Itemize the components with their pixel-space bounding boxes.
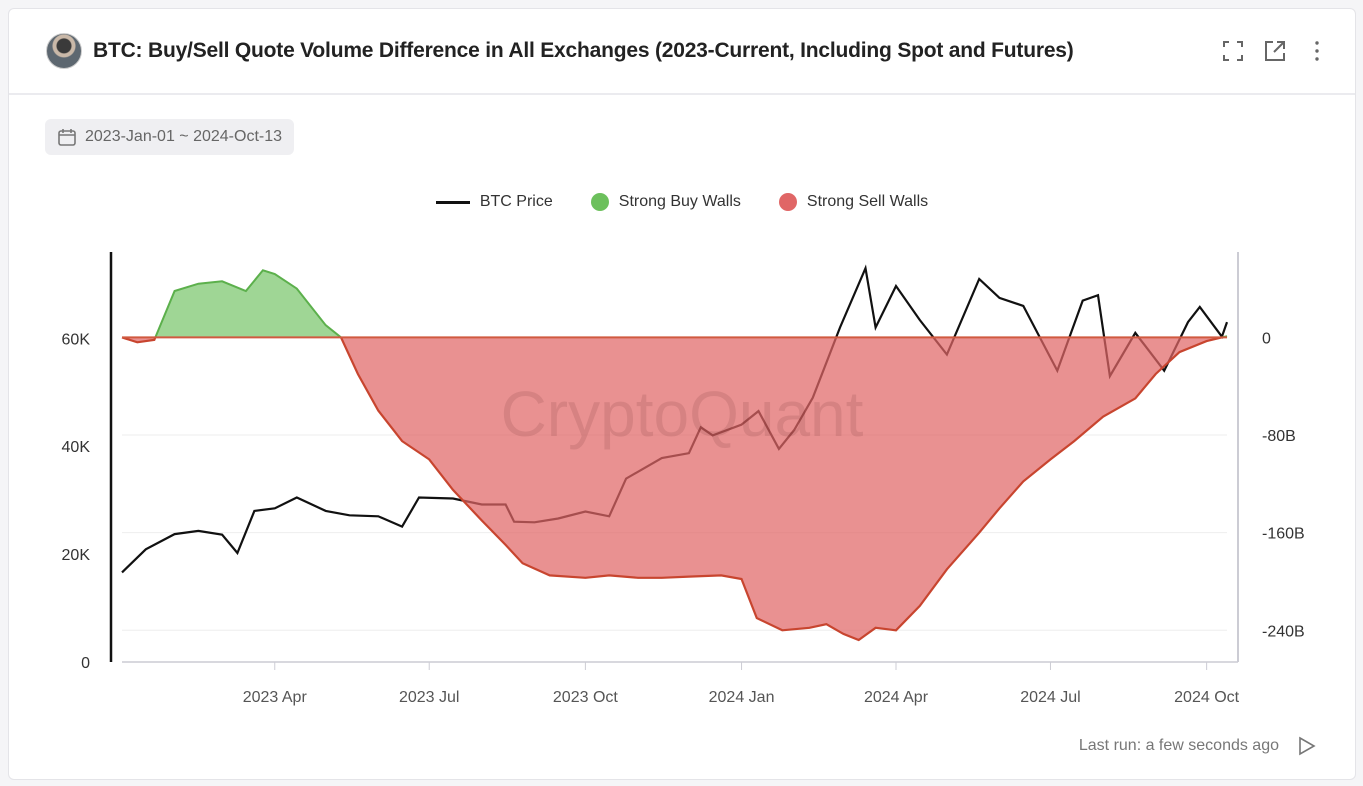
author-avatar[interactable] — [46, 33, 82, 69]
play-icon[interactable] — [1295, 735, 1317, 757]
right-axis-tick-label: -160B — [1262, 526, 1305, 543]
left-axis-tick-label: 40K — [62, 439, 91, 456]
more-vertical-icon[interactable] — [1305, 39, 1329, 63]
footer: Last run: a few seconds ago — [1079, 735, 1317, 757]
last-run-label: Last run: a few seconds ago — [1078, 737, 1279, 754]
right-axis-tick-label: -80B — [1262, 428, 1296, 445]
legend-item-btc-price[interactable]: BTC Price — [435, 193, 553, 211]
x-axis-tick-label: 2023 Apr — [243, 689, 308, 706]
left-axis-tick-label: 0 — [81, 655, 90, 672]
x-axis-tick-label: 2024 Jul — [1020, 689, 1081, 706]
watermark: CryptoQuant — [501, 378, 864, 450]
sell-walls-line — [121, 337, 1227, 642]
legend-label: Strong Buy Walls — [618, 193, 741, 210]
right-axis-tick-label: -240B — [1262, 623, 1305, 640]
chart-title: BTC: Buy/Sell Quote Volume Difference in… — [93, 39, 1074, 62]
card-header: BTC: Buy/Sell Quote Volume Difference in… — [9, 9, 1355, 95]
legend-item-buy-walls[interactable]: Strong Buy Walls — [590, 193, 741, 211]
calendar-icon — [58, 129, 76, 146]
date-range-picker[interactable]: 2023-Jan-01 ~ 2024-Oct-13 — [45, 119, 295, 155]
right-axis-tick-label: 0 — [1262, 330, 1271, 347]
legend-label: Strong Sell Walls — [806, 193, 929, 210]
dot-swatch-icon — [590, 193, 609, 211]
dot-swatch-icon — [778, 193, 797, 211]
chart-legend: BTC Price Strong Buy Walls Strong Sell W… — [9, 193, 1355, 211]
legend-item-sell-walls[interactable]: Strong Sell Walls — [778, 193, 929, 211]
x-axis-tick-label: 2024 Oct — [1174, 689, 1239, 706]
line-swatch-icon — [435, 200, 470, 204]
fullscreen-icon[interactable] — [1221, 39, 1245, 63]
buy-walls-area — [122, 270, 1227, 338]
left-axis-tick-label: 20K — [62, 547, 91, 564]
x-axis-tick-label: 2023 Jul — [399, 689, 460, 706]
x-axis-tick-label: 2023 Oct — [553, 689, 618, 706]
date-range-label: 2023-Jan-01 ~ 2024-Oct-13 — [85, 128, 283, 145]
x-axis-tick-label: 2024 Jan — [709, 689, 775, 706]
external-link-icon[interactable] — [1263, 39, 1287, 63]
legend-label: BTC Price — [479, 193, 553, 210]
x-axis-tick-label: 2024 Apr — [864, 689, 929, 706]
left-axis-tick-label: 60K — [62, 331, 91, 348]
buy-walls-line — [121, 269, 1228, 338]
